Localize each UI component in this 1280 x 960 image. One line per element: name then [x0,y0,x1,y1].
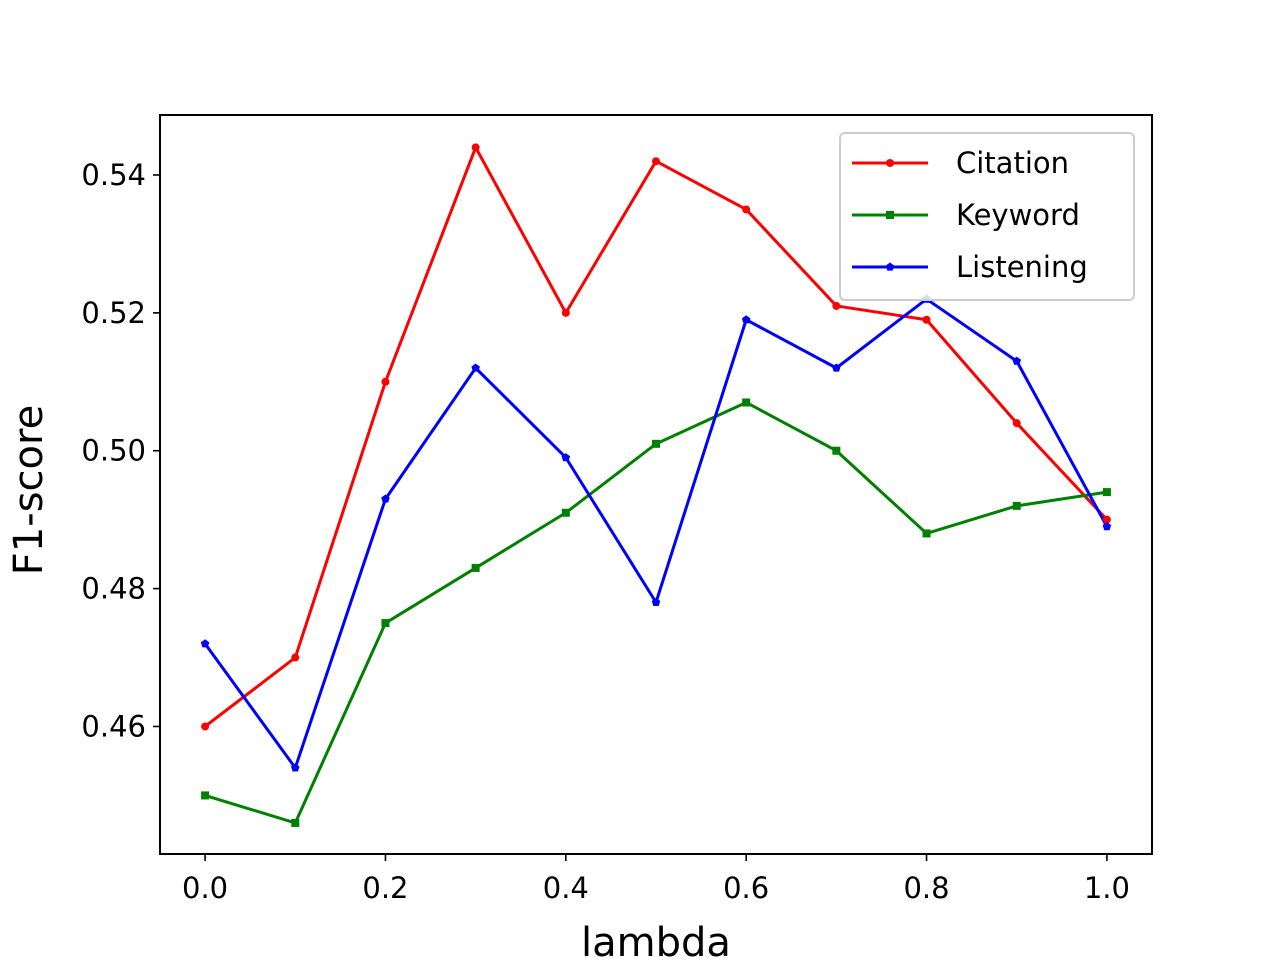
x-tick-label: 0.2 [362,871,408,905]
data-point-keyword [471,563,480,572]
data-point-citation [1102,515,1111,524]
data-point-keyword [742,398,751,407]
y-tick-label: 0.46 [81,709,146,743]
x-tick-label: 0.8 [903,871,949,905]
y-axis-title: F1-score [6,405,52,575]
data-point-listening [1012,356,1022,365]
legend-label-listening: Listening [956,250,1088,284]
data-point-citation [201,722,210,731]
x-axis-ticks: 0.0 0.2 0.4 0.6 0.8 1.0 [182,854,1130,905]
data-point-listening [471,363,480,372]
y-tick-label: 0.48 [81,572,146,606]
data-point-keyword [381,619,390,628]
data-point-listening [832,363,841,372]
x-tick-label: 0.4 [543,871,589,905]
data-point-keyword [1102,488,1111,497]
data-point-citation [561,308,570,317]
y-tick-label: 0.52 [81,296,146,330]
legend-marker-keyword [886,211,894,219]
data-point-citation [471,143,480,152]
data-point-citation [742,205,751,214]
data-point-keyword [1012,501,1021,510]
y-tick-label: 0.54 [81,158,146,192]
legend-label-citation: Citation [956,146,1069,180]
x-tick-label: 1.0 [1084,871,1130,905]
y-axis-ticks: 0.46 0.48 0.50 0.52 0.54 [81,158,160,743]
data-point-citation [1012,419,1021,428]
data-point-citation [832,301,841,310]
data-point-listening [290,763,300,772]
data-point-keyword [652,439,660,448]
x-tick-label: 0.6 [723,871,769,905]
series-markers [200,143,1112,827]
data-point-citation [291,653,300,662]
data-point-listening [1102,522,1112,531]
data-point-keyword [201,791,210,800]
data-point-citation [922,315,931,324]
data-point-citation [381,377,390,386]
legend-label-keyword: Keyword [956,198,1080,232]
legend-items: Citation Keyword Listening [852,146,1088,284]
x-tick-label: 0.0 [182,871,228,905]
data-point-keyword [561,508,570,517]
data-point-keyword [291,818,300,827]
data-point-listening [200,639,210,648]
legend: Citation Keyword Listening [839,132,1135,301]
data-point-keyword [832,446,841,455]
data-point-citation [652,157,660,166]
y-tick-label: 0.50 [81,434,146,468]
legend-marker-listening [885,262,895,271]
x-axis-title: lambda [581,920,731,960]
data-point-listening [741,315,751,324]
legend-box [839,132,1135,301]
legend-marker-citation [886,159,894,167]
plot-frame [159,114,1153,855]
data-point-listening [381,494,390,503]
data-point-listening [651,597,661,607]
data-point-keyword [922,529,931,538]
data-point-listening [561,453,571,462]
